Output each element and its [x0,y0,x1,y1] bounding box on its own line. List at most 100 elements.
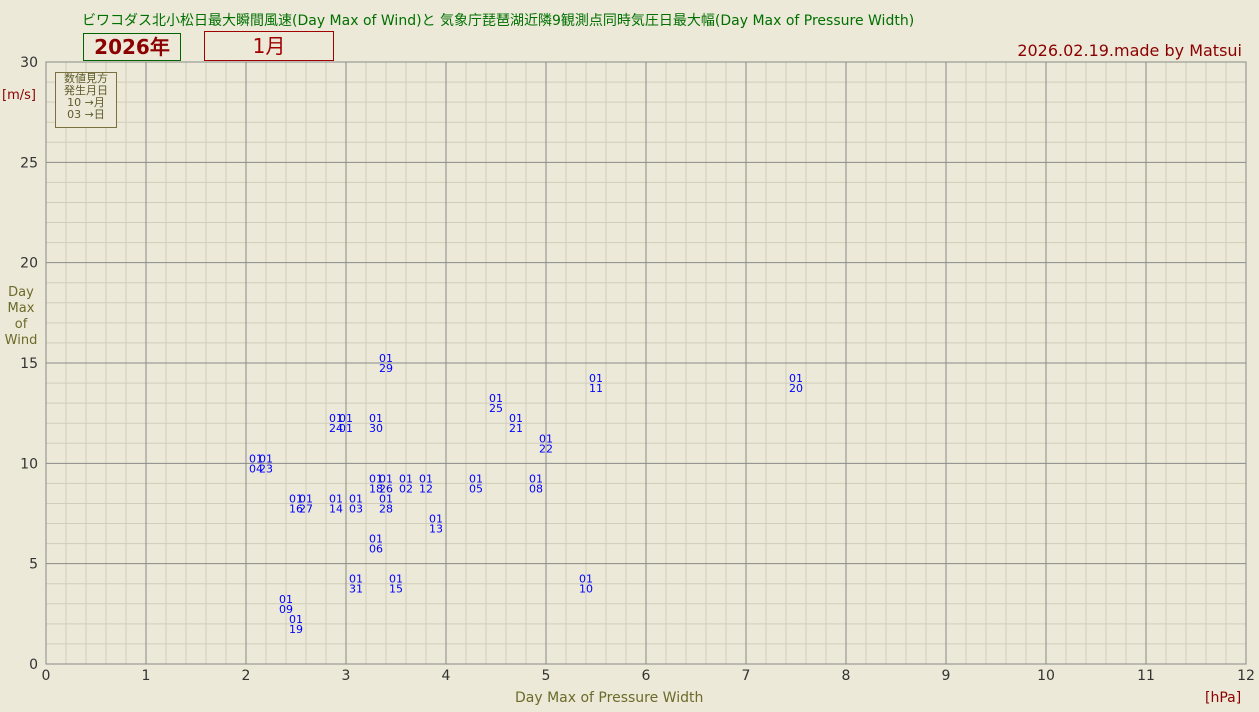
x-axis-unit: [hPa] [1205,690,1242,706]
data-point-day: 27 [299,502,313,515]
y-tick-label: 5 [29,557,38,573]
data-point-month: 01 [369,472,383,485]
data-point-day: 21 [509,422,523,435]
y-tick-label: 30 [20,55,38,71]
y-tick-label: 15 [20,356,38,372]
x-tick-label: 8 [842,668,851,684]
data-point-day: 13 [429,523,443,536]
legend-line: 発生月日 [64,84,108,97]
data-point-day: 19 [289,623,303,636]
data-point-day: 09 [279,603,293,616]
year-label: 2026年 [83,33,181,61]
y-tick-label: 20 [20,256,38,272]
data-point-month: 01 [789,372,803,385]
data-point-day: 23 [259,462,273,475]
data-point-day: 18 [369,482,383,495]
data-point-day: 10 [579,583,593,596]
y-axis-label-line: Day [8,285,34,300]
data-point-month: 01 [509,412,523,425]
data-point-day: 11 [589,382,603,395]
data-point-month: 01 [469,472,483,485]
major-grid [45,61,1247,665]
data-point-month: 01 [399,472,413,485]
data-point-month: 01 [379,492,393,505]
legend-line: 数値見方 [64,72,108,85]
data-point-month: 01 [279,593,293,606]
y-axis-unit: [m/s] [2,88,36,103]
data-point-month: 01 [339,412,353,425]
y-tick-labels: 0 5 10 15 20 25 30 [20,55,38,673]
legend-box: 数値見方 発生月日 10 →月 03 →日 [55,72,117,128]
data-point-month: 01 [249,452,263,465]
month-label: 1月 [204,31,334,61]
y-axis-label-line: of [14,317,28,332]
data-point-day: 14 [329,502,343,515]
x-tick-label: 12 [1237,668,1255,684]
data-point-month: 01 [259,452,273,465]
y-tick-label: 0 [29,657,38,673]
data-point-month: 01 [489,392,503,405]
x-tick-labels: 0 1 2 3 4 5 6 7 8 9 10 11 12 [42,668,1255,684]
data-point-month: 01 [529,472,543,485]
data-point-day: 31 [349,583,363,596]
y-axis-label: Day Max of Wind [4,285,38,349]
data-point-month: 01 [429,513,443,526]
chart-title: ビワコダス北小松日最大瞬間風速(Day Max of Wind)と 気象庁琵琶湖… [82,13,915,29]
x-tick-label: 1 [142,668,151,684]
data-point-day: 03 [349,502,363,515]
data-point-day: 26 [379,482,393,495]
data-point-day: 29 [379,362,393,375]
data-point-month: 01 [289,492,303,505]
data-point-month: 01 [379,352,393,365]
data-point-month: 01 [379,472,393,485]
data-point-month: 01 [389,573,403,586]
legend-line: 03 →日 [67,108,105,121]
data-point-month: 01 [299,492,313,505]
data-point-month: 01 [579,573,593,586]
data-point-day: 05 [469,482,483,495]
data-point-day: 30 [369,422,383,435]
data-point-day: 16 [289,502,303,515]
x-tick-label: 7 [742,668,751,684]
y-axis-label-line: Wind [4,333,38,348]
data-point-month: 01 [349,573,363,586]
data-point-day: 12 [419,482,433,495]
y-tick-label: 10 [20,456,38,472]
data-point-month: 01 [369,533,383,546]
x-tick-label: 5 [542,668,551,684]
data-point-day: 22 [539,442,553,455]
data-point-day: 02 [399,482,413,495]
data-point-day: 04 [249,462,263,475]
y-axis-label-line: Max [7,301,35,316]
data-points: 0129011101200125012401010130012101220104… [249,352,803,636]
legend-line: 10 →月 [67,96,105,109]
data-point-day: 06 [369,543,383,556]
x-tick-label: 11 [1137,668,1155,684]
x-axis-label: Day Max of Pressure Width [515,690,704,706]
x-tick-label: 4 [442,668,451,684]
data-point-month: 01 [329,492,343,505]
data-point-day: 01 [339,422,353,435]
data-point-month: 01 [369,412,383,425]
made-by-label: 2026.02.19.made by Matsui [1017,41,1242,60]
data-point-day: 15 [389,583,403,596]
